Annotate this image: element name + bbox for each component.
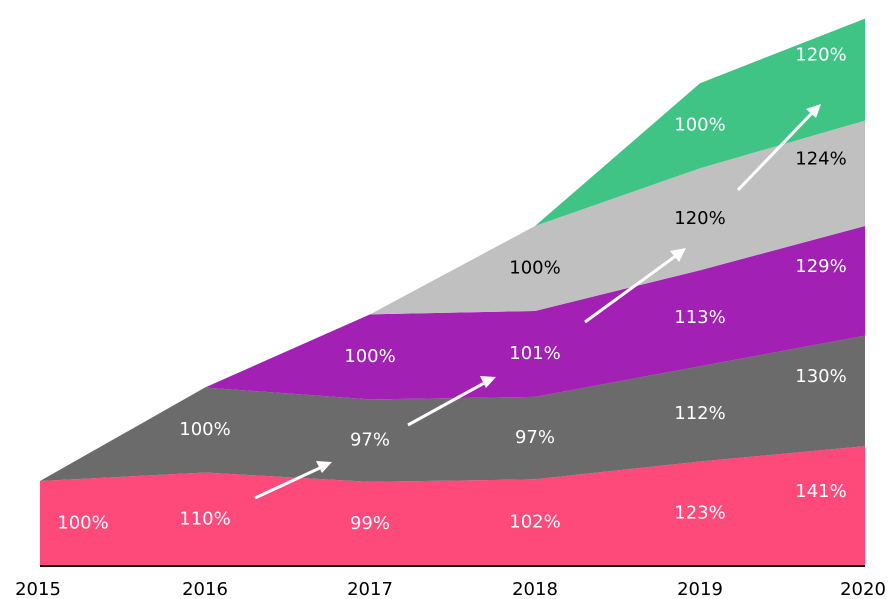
value-label: 129% (795, 256, 846, 277)
value-label: 130% (795, 366, 846, 387)
value-label: 97% (350, 430, 390, 451)
value-label: 101% (509, 343, 560, 364)
value-label: 97% (515, 427, 555, 448)
cohort-area (205, 335, 865, 482)
value-label: 110% (179, 508, 230, 529)
value-label: 141% (795, 481, 846, 502)
cohort-onset (40, 387, 205, 481)
cohort-area (700, 18, 865, 169)
arrow (254, 465, 323, 500)
x-tick-label: 2016 (182, 579, 228, 599)
value-label: 100% (509, 258, 560, 279)
value-label: 123% (674, 503, 725, 524)
arrow (407, 380, 487, 427)
x-tick-label: 2015 (15, 579, 61, 599)
value-label: 124% (795, 148, 846, 169)
arrows (254, 104, 821, 500)
arrow-head (480, 376, 496, 388)
arrow-head (670, 248, 686, 262)
arrow-head (806, 104, 821, 118)
cohort-area (40, 446, 865, 566)
x-tick-label: 2020 (840, 579, 886, 599)
value-label: 100% (57, 513, 108, 534)
cohort-area (370, 226, 865, 400)
value-label: 120% (674, 208, 725, 229)
cohort-onset (370, 226, 535, 315)
arrow (736, 110, 815, 192)
value-label: 100% (344, 346, 395, 367)
cohort-area (535, 120, 865, 311)
labels: 100% 110% 99% 102% 123% 141% 100% 97% 97% 112% 130… (57, 45, 846, 534)
areas (40, 18, 865, 566)
value-label: 100% (674, 115, 725, 136)
value-label: 120% (795, 45, 846, 66)
x-tick-label: 2019 (677, 579, 723, 599)
cohort-onset (535, 83, 700, 226)
arrow (584, 253, 678, 324)
value-label: 102% (509, 512, 560, 533)
arrow-head (316, 461, 332, 473)
value-label: 100% (179, 419, 230, 440)
value-label: 112% (674, 403, 725, 424)
value-label: 113% (674, 307, 725, 328)
value-label: 99% (350, 513, 390, 534)
x-tick-label: 2017 (347, 579, 393, 599)
x-tick-label: 2018 (512, 579, 558, 599)
cohort-onset (205, 314, 370, 400)
